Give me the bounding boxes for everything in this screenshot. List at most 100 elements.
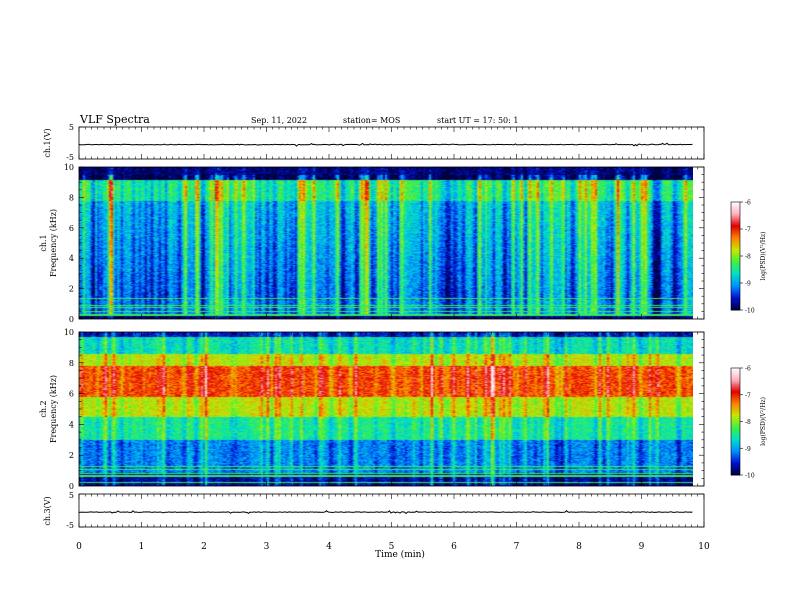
- colorbar-segment: [731, 270, 740, 273]
- colorbar-segment: [731, 295, 740, 298]
- colorbar-segment: [731, 387, 740, 390]
- ch1-voltage-ylabel: ch.1(V): [43, 128, 52, 157]
- colorbar-segment: [731, 234, 740, 237]
- colorbar-segment: [731, 410, 740, 414]
- colorbar-segment: [731, 256, 740, 259]
- colorbar-segment: [731, 284, 740, 288]
- colorbar-segment: [731, 403, 740, 406]
- colorbar-segment: [731, 389, 740, 392]
- colorbar-segment: [731, 221, 740, 225]
- colorbar-segment: [731, 292, 740, 295]
- colorbar-segment: [731, 401, 740, 405]
- colorbar-segment: [731, 252, 740, 255]
- colorbar-segment: [731, 376, 740, 380]
- colorbar-segment: [731, 450, 740, 453]
- colorbar-label: log(PSD)(V²/Hz): [760, 397, 767, 446]
- colorbar-segment: [731, 218, 740, 221]
- colorbar-segment: [731, 250, 740, 253]
- ch1-freq-ticks: 0 2 4 6 8 10: [64, 163, 704, 324]
- x-tick-label: 1: [139, 542, 145, 552]
- figure-title: VLF Spectra: [79, 113, 150, 126]
- colorbar-segment: [731, 306, 740, 309]
- colorbar-segment: [731, 426, 740, 430]
- ch2-spectrogram-heatmap: [79, 332, 693, 486]
- colorbar-segment: [731, 412, 740, 415]
- colorbar-segment: [731, 302, 740, 306]
- colorbar-segment: [731, 407, 740, 410]
- freq-tick-label: 6: [69, 224, 74, 233]
- colorbar-segment: [731, 375, 740, 378]
- colorbar-segment: [731, 439, 740, 442]
- colorbar-segment: [731, 409, 740, 412]
- colorbar-segment: [731, 220, 740, 223]
- colorbar-segment: [731, 396, 740, 399]
- colorbar-segment: [731, 265, 740, 268]
- colorbar-segment: [731, 444, 740, 447]
- date-label: Sep. 11, 2022: [251, 116, 307, 125]
- ch3-ytick-top: 5: [69, 491, 74, 500]
- colorbar-segment: [731, 432, 740, 435]
- colorbar-segment: [731, 238, 740, 241]
- colorbar-segment: [731, 297, 740, 300]
- colorbar-tick-label: -8: [745, 254, 751, 261]
- ch3-voltage-panel: 5 -5 ch.3(V): [43, 491, 705, 530]
- colorbar-segment: [731, 451, 740, 455]
- colorbar-segment: [731, 369, 740, 373]
- ch2-spectrogram-panel: 0 2 4 6 8 10 ch.2 Frequency (kHz): [39, 328, 705, 491]
- x-tick-label: 4: [326, 542, 332, 552]
- colorbar-segment: [731, 473, 740, 476]
- ch2-colorbar: -6 -7 -8 -9 -10 log(PSD)(V²/Hz): [730, 366, 767, 480]
- colorbar-segment: [731, 373, 740, 376]
- colorbar-segment: [731, 421, 740, 424]
- colorbar-segment: [731, 245, 740, 248]
- colorbar-segment: [731, 457, 740, 460]
- colorbar-segment: [731, 202, 740, 205]
- colorbar-segment: [731, 247, 740, 250]
- colorbar-segment: [731, 448, 740, 451]
- colorbar-segment: [731, 239, 740, 243]
- colorbar-segment: [731, 279, 740, 282]
- colorbar-segment: [731, 257, 740, 261]
- colorbar-segment: [731, 471, 740, 474]
- colorbar-segment: [731, 382, 740, 385]
- colorbar-segment: [731, 261, 740, 264]
- colorbar-segment: [731, 380, 740, 383]
- colorbar-segment: [731, 236, 740, 239]
- x-tick-label: 2: [201, 542, 207, 552]
- freq-tick-label: 4: [69, 420, 74, 429]
- colorbar-segment: [731, 266, 740, 270]
- ch1-channel-label: ch.1: [39, 234, 48, 251]
- colorbar-segment: [731, 435, 740, 439]
- colorbar-segment: [731, 205, 740, 208]
- x-tick-label: 8: [576, 542, 582, 552]
- colorbar-tick-label: -8: [745, 419, 751, 426]
- colorbar-tick-label: -6: [745, 366, 751, 373]
- ch1-ytick-top: 5: [69, 123, 74, 132]
- colorbar-label: log(PSD)(V²/Hz): [760, 232, 767, 281]
- colorbar-tick-label: -7: [745, 392, 751, 399]
- x-tick-label: 6: [451, 542, 457, 552]
- freq-tick-label: 6: [69, 390, 74, 399]
- freq-tick-label: 2: [69, 285, 74, 294]
- colorbar-segment: [731, 232, 740, 235]
- freq-tick-label: 0: [69, 315, 74, 324]
- colorbar-segment: [731, 398, 740, 401]
- colorbar-segment: [731, 416, 740, 419]
- colorbar-segment: [731, 275, 740, 279]
- x-tick-label: 7: [514, 542, 520, 552]
- colorbar-segment: [731, 455, 740, 458]
- ch3-voltage-ylabel: ch.3(V): [43, 496, 52, 525]
- colorbar-segment: [731, 453, 740, 456]
- colorbar-segment: [731, 281, 740, 284]
- colorbar-segment: [731, 378, 740, 381]
- colorbar-segment: [731, 207, 740, 210]
- colorbar-segment: [731, 227, 740, 230]
- colorbar-segment: [731, 277, 740, 280]
- colorbar-segment: [731, 203, 740, 207]
- colorbar-segment: [731, 384, 740, 387]
- colorbar-segment: [731, 211, 740, 214]
- ch3-voltage-trace: [78, 493, 704, 528]
- colorbar-tick-label: -7: [745, 227, 751, 234]
- colorbar-segment: [731, 391, 740, 394]
